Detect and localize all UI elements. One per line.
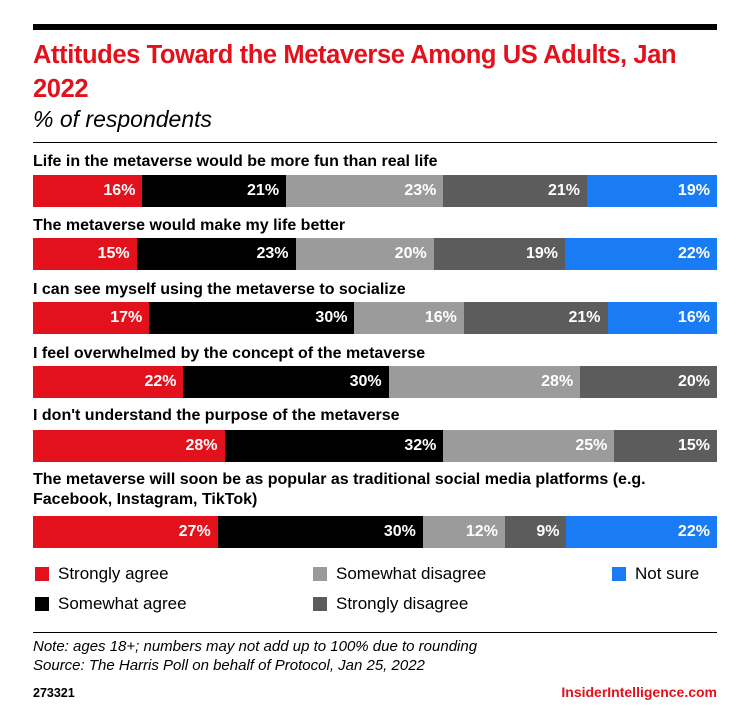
bar-segment: 30% — [217, 516, 423, 548]
divider — [33, 632, 717, 633]
data-label: 12% — [465, 523, 498, 540]
legend-item: Strongly agree — [35, 564, 169, 584]
data-label: 22% — [677, 523, 710, 540]
category-label: The metaverse will soon be as popular as… — [33, 471, 646, 508]
legend-item: Somewhat disagree — [313, 564, 486, 584]
chart-id: 273321 — [33, 686, 75, 700]
bar-segment: 15% — [614, 430, 717, 462]
legend-label: Somewhat disagree — [336, 564, 487, 583]
bar-segment: 21% — [443, 175, 587, 207]
data-label: 22% — [677, 245, 710, 262]
category-label: I can see myself using the metaverse to … — [33, 281, 406, 298]
legend-swatch — [35, 597, 49, 611]
chart-subtitle: % of respondents — [33, 106, 213, 132]
legend-item: Not sure — [612, 564, 699, 584]
bar-segment: 28% — [388, 366, 581, 398]
data-label: 16% — [677, 309, 710, 326]
data-label: 22% — [144, 373, 177, 390]
data-label: 23% — [404, 182, 437, 199]
data-label: 30% — [349, 373, 382, 390]
data-label: 21% — [547, 182, 580, 199]
data-label: 20% — [677, 373, 710, 390]
stacked-bar: 17% 30% 16% 21% 16% — [33, 302, 717, 334]
bar-segment: 20% — [580, 366, 717, 398]
bar-segment: 28% — [33, 430, 225, 462]
category-label: The metaverse would make my life better — [33, 217, 346, 234]
bar-segment: 16% — [354, 302, 464, 334]
bar-segment: 16% — [607, 302, 717, 334]
bar-segment: 30% — [149, 302, 355, 334]
bar-segment: 15% — [33, 238, 137, 270]
data-label: 32% — [404, 437, 437, 454]
data-label: 25% — [575, 437, 608, 454]
legend-swatch — [35, 567, 49, 581]
legend-item: Strongly disagree — [313, 594, 468, 614]
stacked-bar: 22% 30% 28% 20% — [33, 366, 717, 398]
bar-segment: 20% — [295, 238, 434, 270]
legend-label: Somewhat agree — [58, 594, 187, 613]
bar-segment: 22% — [33, 366, 184, 398]
data-label: 27% — [178, 523, 211, 540]
brand-link[interactable]: InsiderIntelligence.com — [561, 684, 717, 700]
chart-title: Attitudes Toward the Metaverse Among US … — [33, 41, 677, 103]
stacked-bar: 15% 23% 20% 19% 22% — [33, 238, 717, 270]
source-text: Source: The Harris Poll on behalf of Pro… — [33, 657, 425, 674]
legend-label: Strongly disagree — [336, 594, 469, 613]
legend-item: Somewhat agree — [35, 594, 187, 614]
category-label: Life in the metaverse would be more fun … — [33, 153, 438, 170]
bar-segment: 23% — [286, 175, 444, 207]
bar-segment: 30% — [183, 366, 389, 398]
bar-segment: 17% — [33, 302, 150, 334]
legend-swatch — [313, 567, 327, 581]
bar-segment: 25% — [443, 430, 615, 462]
data-label: 20% — [394, 245, 427, 262]
divider — [33, 142, 717, 143]
legend-swatch — [313, 597, 327, 611]
bar-segment: 32% — [224, 430, 444, 462]
bar-segment: 23% — [136, 238, 296, 270]
data-label: 23% — [256, 245, 289, 262]
stacked-bar: 16% 21% 23% 21% 19% — [33, 175, 717, 207]
data-label: 28% — [185, 437, 218, 454]
bar-segment: 16% — [33, 175, 143, 207]
data-label: 17% — [110, 309, 143, 326]
category-label: I feel overwhelmed by the concept of the… — [33, 345, 426, 362]
data-label: 15% — [97, 245, 130, 262]
legend-swatch — [612, 567, 626, 581]
bar-segment: 22% — [566, 516, 717, 548]
bar-segment: 22% — [564, 238, 717, 270]
data-label: 15% — [677, 437, 710, 454]
data-label: 21% — [247, 182, 280, 199]
note-text: Note: ages 18+; numbers may not add up t… — [33, 638, 478, 655]
bar-segment: 19% — [587, 175, 717, 207]
data-label: 30% — [315, 309, 348, 326]
bar-segment: 27% — [33, 516, 218, 548]
bar-segment: 12% — [422, 516, 505, 548]
bar-segment: 21% — [463, 302, 608, 334]
data-label: 9% — [536, 523, 560, 540]
legend-label: Not sure — [635, 564, 700, 583]
category-label: I don't understand the purpose of the me… — [33, 407, 400, 424]
bar-segment: 9% — [504, 516, 567, 548]
stacked-bar: 27% 30% 12% 9% 22% — [33, 516, 717, 548]
data-label: 21% — [568, 309, 601, 326]
stacked-bar: 28% 32% 25% 15% — [33, 430, 717, 462]
bar-segment: 19% — [433, 238, 565, 270]
data-label: 19% — [525, 245, 558, 262]
data-label: 16% — [103, 182, 136, 199]
data-label: 16% — [424, 309, 457, 326]
bar-segment: 21% — [142, 175, 287, 207]
chart-note: Note: ages 18+; numbers may not add up t… — [33, 637, 477, 675]
data-label: 28% — [541, 373, 574, 390]
legend-label: Strongly agree — [58, 564, 169, 583]
top-rule — [33, 24, 717, 30]
data-label: 19% — [677, 182, 710, 199]
data-label: 30% — [383, 523, 416, 540]
